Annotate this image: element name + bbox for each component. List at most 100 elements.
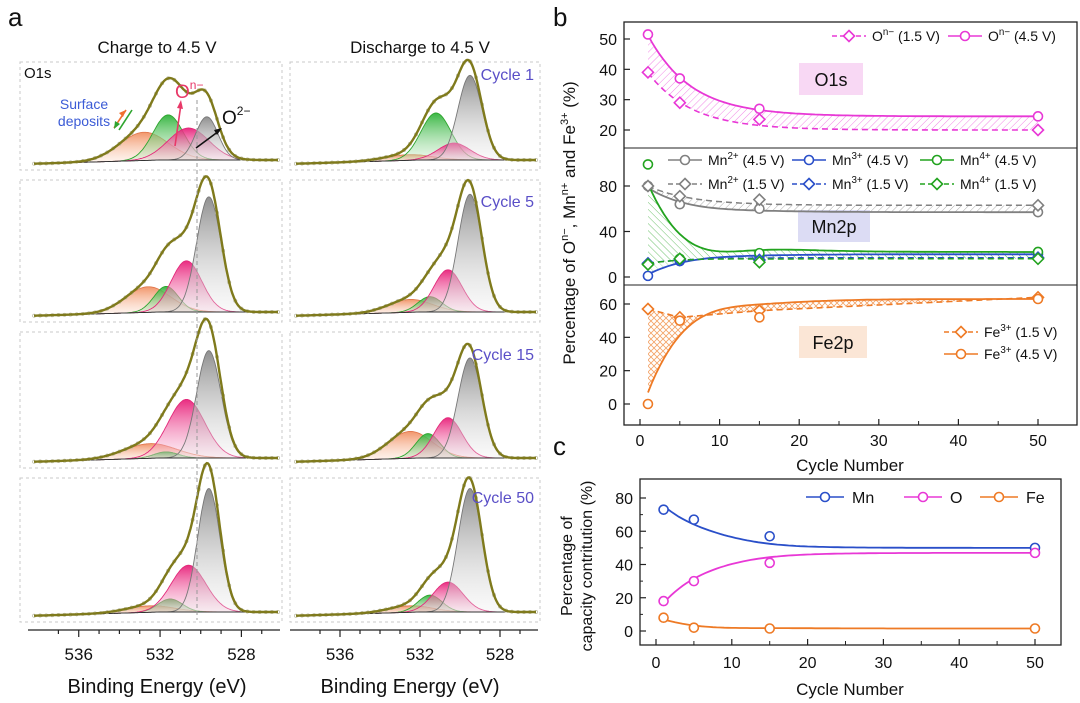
xps-raw-data-0-2 — [32, 317, 280, 464]
panel-c-ylabel-1: Percentage of — [559, 516, 576, 616]
c-point-o-3 — [1029, 547, 1041, 559]
mn2p-subtitle: Mn2p — [811, 217, 856, 237]
annot-on: On− — [175, 78, 203, 103]
c-point-fe-0 — [658, 612, 669, 624]
legend-fe-45-marker — [955, 348, 967, 360]
c-xtick-label-0: 0 — [652, 655, 661, 672]
xps-xlabel-left: Binding Energy (eV) — [68, 676, 247, 698]
o1s-point-1-5v-3 — [1031, 123, 1045, 137]
cycle-label-15: Cycle 15 — [472, 347, 534, 364]
fe-point-4-5v-2 — [754, 312, 765, 323]
c-point-fe-2 — [764, 623, 776, 634]
b-ytick-label-2-20: 20 — [599, 364, 617, 381]
xps-envelope-1-1 — [296, 178, 536, 317]
xps-envelope-0-3 — [34, 461, 278, 617]
b-xtick-label-10: 10 — [711, 433, 729, 450]
xps-peak-fill-o2-0-3 — [34, 488, 278, 616]
c-legend-marker-0 — [819, 491, 831, 503]
arrow-head-orange — [119, 110, 126, 117]
xps-frame-0-2 — [19, 331, 283, 469]
panel-b-letter: b — [553, 2, 567, 32]
mn-point-5-3 — [1031, 252, 1045, 266]
mn-point-5-1 — [673, 252, 687, 266]
b-ytick-label-1-0: 0 — [608, 270, 617, 287]
xps-peak-fill-o2-1-2 — [296, 358, 536, 462]
legend-mn-45-0-text: Mn2+ (4.5 V) — [708, 151, 785, 168]
legend-fe-15-marker — [954, 325, 968, 339]
c-point-o-0 — [658, 595, 669, 607]
panel-b-xlabel: Cycle Number — [796, 456, 904, 475]
xps-peak-fill-o2-1-3 — [296, 488, 536, 616]
xps-tick-label-0-532: 532 — [146, 645, 174, 664]
c-line-o — [662, 552, 1035, 604]
o1s-line-1-5v — [647, 72, 1038, 131]
o1s-point-4-5v-2 — [754, 103, 765, 115]
panel-a-letter: a — [8, 2, 23, 32]
o1s-line-4-5v — [647, 34, 1038, 118]
o1s-point-1-5v-0 — [641, 65, 655, 79]
xps-tick-label-0-528: 528 — [227, 645, 255, 664]
xps-xlabel-right: Binding Energy (eV) — [321, 676, 500, 698]
c-xtick-label-50: 50 — [1026, 655, 1044, 672]
c-ytick-label-0: 0 — [624, 624, 633, 641]
o1s-label: O1s — [24, 65, 52, 82]
legend-mn-15-2-text: Mn4+ (1.5 V) — [960, 175, 1037, 192]
legend-mn-45-0-marker — [679, 154, 691, 166]
b-xtick-label-0: 0 — [636, 433, 645, 450]
xps-tick-label-0-536: 536 — [65, 645, 93, 664]
annot-surface: Surface — [60, 96, 108, 112]
legend-mn-45-2-marker — [931, 154, 943, 166]
c-point-mn-0 — [658, 504, 669, 515]
panel-c-ylabel-2: capacity contritution (%) — [579, 481, 596, 652]
xps-x-axes: 536 532 528 536 532 528 — [28, 629, 538, 664]
legend-o-4-5v-marker — [959, 30, 971, 42]
xps-frame-1-2 — [289, 331, 541, 469]
xps-envelope-1-2 — [296, 342, 536, 463]
xps-peak-line-o2-0-3 — [34, 488, 278, 617]
xps-frame-0-3 — [19, 477, 283, 623]
panel-b-ticks: 0 10 20 30 40 50 20 30 40 50 0 40 80 0 20 40 60 — [599, 32, 1047, 450]
xps-raw-data-0-3 — [32, 463, 280, 618]
o1s-point-1-5v-2 — [752, 112, 767, 127]
legend-mn-15-1-text: Mn3+ (1.5 V) — [832, 175, 909, 192]
cycle-label-50: Cycle 50 — [472, 490, 534, 507]
xps-peak-fill-lattice-deposit-1-3 — [296, 595, 536, 616]
c-legend-text-0: Mn — [852, 490, 874, 507]
o1s-point-4-5v-0 — [642, 29, 654, 40]
c-line-mn — [663, 505, 1035, 549]
c-xtick-label-10: 10 — [723, 655, 741, 672]
mn-line-1 — [647, 253, 1038, 276]
o1s-hatch-band — [648, 35, 1038, 131]
mn-point-1-0 — [642, 270, 654, 282]
fe-point-1-5v-0 — [641, 302, 655, 316]
legend-mn-15-0-marker — [678, 177, 692, 191]
xps-frame-1-0 — [289, 61, 541, 171]
mn-point-5-2 — [752, 255, 767, 269]
xps-peak-fill-lattice-deposit-1-1 — [296, 296, 536, 316]
xps-peak-fill-o2-0-0 — [34, 116, 278, 164]
mn-line-2 — [647, 183, 1038, 253]
legend-mn-15-0-text: Mn2+ (1.5 V) — [708, 175, 785, 192]
b-xtick-label-20: 20 — [790, 433, 808, 450]
legend-mn-45-1-text: Mn3+ (4.5 V) — [832, 151, 909, 168]
mn-point-2-0 — [642, 159, 654, 170]
xps-peak-fill-o2-0-1 — [34, 196, 278, 316]
legend-mn-15-1-marker — [802, 177, 816, 191]
c-xtick-label-40: 40 — [950, 655, 968, 672]
arrow-o2 — [195, 130, 220, 149]
xps-envelope-0-2 — [34, 317, 278, 463]
fe2p-title-box — [799, 326, 867, 358]
legend-o-1-5v-text: On− (1.5 V) — [872, 27, 940, 44]
b-ytick-label-2-40: 40 — [599, 330, 617, 347]
xps-peak-line-o2-1-3 — [296, 488, 536, 617]
c-point-fe-1 — [688, 622, 700, 633]
xps-peak-fill-o2-1-1 — [296, 194, 536, 316]
c-legend-marker-1 — [917, 491, 929, 503]
c-ytick-label-20: 20 — [615, 591, 633, 608]
c-ytick-label-80: 80 — [615, 491, 633, 508]
xps-peak-fill-o2-0-2 — [34, 350, 278, 462]
c-point-mn-1 — [688, 514, 700, 525]
o1s-title-box — [799, 63, 863, 95]
xps-frame-0-0 — [19, 61, 283, 171]
